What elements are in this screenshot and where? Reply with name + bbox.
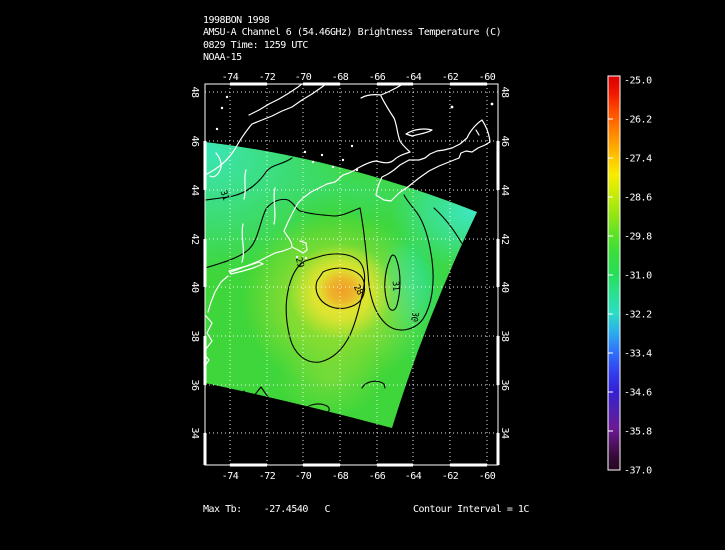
contour-29-loop xyxy=(285,253,366,363)
lon-label-bottom-60: -60 xyxy=(479,471,496,482)
contour-31-lens xyxy=(384,254,401,311)
lat-label-left-40: 40 xyxy=(189,281,200,293)
lon-label-bottom-64: -64 xyxy=(405,471,422,482)
lon-label-bottom-74: -74 xyxy=(222,471,239,482)
lat-label-right-46: 46 xyxy=(499,135,510,147)
lake-champlain xyxy=(243,169,247,200)
colorbar-label-7: -33.4 xyxy=(624,349,652,360)
title-satellite: NOAA-15 xyxy=(203,52,242,63)
lat-label-right-36: 36 xyxy=(499,379,510,391)
colorbar-label-8: -34.6 xyxy=(624,388,652,399)
lat-label-right-40: 40 xyxy=(499,281,510,293)
title-storm-id: 1998BON 1998 xyxy=(203,15,270,26)
warm-core xyxy=(317,268,367,312)
bras-dor-lake xyxy=(475,129,480,136)
coast-new-brunswick-east xyxy=(380,95,411,153)
contour-interval-note: Contour Interval = 1C xyxy=(413,504,529,515)
coast-st-lawrence-south xyxy=(251,84,327,125)
lon-label-top-66: -66 xyxy=(369,72,386,83)
lon-label-bottom-72: -72 xyxy=(259,471,276,482)
coastlines xyxy=(205,84,494,367)
lat-label-right-48: 48 xyxy=(499,86,510,98)
lon-label-top-74: -74 xyxy=(222,72,239,83)
lon-label-top-62: -62 xyxy=(442,72,459,83)
title-scan-time: 0829 Time: 1259 UTC xyxy=(203,40,308,51)
lat-label-left-38: 38 xyxy=(189,330,200,342)
footer: Max Tb: -27.4540 C Contour Interval = 1C xyxy=(203,504,530,515)
colorbar-label-10: -37.0 xyxy=(624,466,652,477)
prince-edward-island xyxy=(405,128,433,137)
contour-31-nw xyxy=(205,157,293,201)
title-channel: AMSU-A Channel 6 (54.46GHz) Brightness T… xyxy=(203,27,501,38)
colorbar-label-5: -31.0 xyxy=(624,271,652,282)
contour-label-31-nw: 31 xyxy=(217,189,230,202)
colorbar: -25.0 -26.2 -27.4 -28.6 -29.8 -31.0 -32.… xyxy=(607,75,653,477)
colorbar-ticks xyxy=(608,118,613,432)
lat-label-right-44: 44 xyxy=(499,184,510,196)
lat-label-right-34: 34 xyxy=(499,427,510,439)
lat-label-right-42: 42 xyxy=(499,233,510,245)
coast-montreal-river xyxy=(209,152,222,178)
map-frame xyxy=(203,82,500,467)
coast-gaspe-chaleur xyxy=(360,84,404,99)
lat-label-left-46: 46 xyxy=(189,135,200,147)
lon-label-top-70: -70 xyxy=(295,72,312,83)
colorbar-gradient xyxy=(607,75,621,471)
map-area: 31 29 28 31 30 xyxy=(189,72,510,482)
contour-edge-loop-1 xyxy=(302,403,330,413)
lon-label-bottom-66: -66 xyxy=(369,471,386,482)
lat-label-right-38: 38 xyxy=(499,330,510,342)
axis-labels: -74 -72 -70 -68 -66 -64 -62 -60 -74 -72 … xyxy=(189,72,510,482)
colorbar-label-6: -32.2 xyxy=(624,310,652,321)
lon-label-bottom-68: -68 xyxy=(332,471,349,482)
lat-label-left-42: 42 xyxy=(189,233,200,245)
connecticut-river xyxy=(273,187,276,225)
coast-fundy-maine-newengland xyxy=(283,151,411,248)
colorbar-label-2: -27.4 xyxy=(624,154,652,165)
hudson-river xyxy=(241,223,245,263)
contour-edge-loop-2 xyxy=(361,380,386,389)
coast-new-jersey xyxy=(207,275,229,313)
colorbar-label-4: -29.8 xyxy=(624,232,652,243)
small-islands-and-lakes xyxy=(215,95,494,260)
max-tb-readout: Max Tb: -27.4540 C xyxy=(203,504,330,515)
lat-label-left-44: 44 xyxy=(189,184,200,196)
contour-label-31-east: 31 xyxy=(390,280,401,291)
tb-swath xyxy=(205,142,477,428)
colorbar-label-1: -26.2 xyxy=(624,115,652,126)
long-island xyxy=(228,261,264,275)
lat-label-left-48: 48 xyxy=(189,86,200,98)
contour-28-loop xyxy=(315,267,366,309)
lat-label-left-36: 36 xyxy=(189,379,200,391)
lon-label-top-68: -68 xyxy=(332,72,349,83)
cape-cod xyxy=(291,240,308,254)
title-block: 1998BON 1998 AMSU-A Channel 6 (54.46GHz)… xyxy=(203,15,502,63)
lon-label-bottom-70: -70 xyxy=(295,471,312,482)
coast-st-lawrence-north xyxy=(248,84,303,116)
graticule xyxy=(205,84,498,465)
lon-label-top-60: -60 xyxy=(479,72,496,83)
contour-31-ne xyxy=(433,207,467,249)
lon-label-bottom-62: -62 xyxy=(442,471,459,482)
colorbar-label-0: -25.0 xyxy=(624,76,652,87)
lon-label-top-64: -64 xyxy=(405,72,422,83)
lon-label-top-72: -72 xyxy=(259,72,276,83)
contour-label-30: 30 xyxy=(408,311,420,323)
colorbar-label-3: -28.6 xyxy=(624,193,652,204)
colorbar-label-9: -35.8 xyxy=(624,427,652,438)
cool-region-nw xyxy=(205,142,348,274)
lat-label-left-34: 34 xyxy=(189,427,200,439)
coast-st-lawrence-upper xyxy=(206,123,253,175)
contour-label-29: 29 xyxy=(293,256,305,268)
contour-30-main xyxy=(205,194,434,331)
